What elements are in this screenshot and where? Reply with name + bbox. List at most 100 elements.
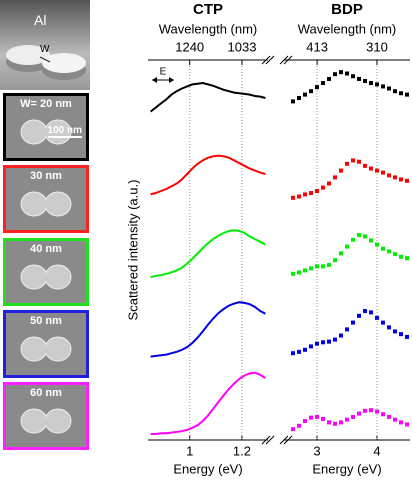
spectrum-point	[321, 81, 325, 86]
spectrum-point	[351, 237, 355, 242]
spectrum-point	[339, 168, 343, 173]
spectrum-point	[309, 415, 313, 420]
spectrum-point	[363, 79, 367, 83]
dumbbell	[20, 191, 72, 217]
dumbbell	[20, 408, 72, 434]
spectrum-point	[315, 264, 319, 269]
spectrum-point	[333, 258, 337, 263]
x2-tick-label: 1033	[228, 39, 257, 54]
spectrum-point	[303, 92, 307, 97]
spectrum-point	[291, 99, 295, 104]
image-label: 50 nm	[30, 315, 62, 327]
spectrum-point	[321, 417, 325, 421]
spectrum-point	[321, 185, 325, 190]
spectrum-point	[375, 409, 379, 414]
spectrum-point	[303, 419, 307, 424]
spectrum-line	[149, 81, 266, 113]
spectrum-point	[309, 191, 313, 196]
sem-image: 60 nm	[3, 382, 89, 450]
spectrum-point	[333, 337, 337, 342]
spectrum-point	[327, 76, 331, 81]
spectrum-point	[351, 74, 355, 79]
image-label: 40 nm	[30, 243, 62, 255]
spectrum-point	[339, 420, 343, 425]
spectrum-point	[393, 89, 397, 94]
spectrum-point	[351, 414, 355, 419]
spectrum-point	[303, 347, 307, 352]
spectrum-point	[381, 412, 385, 417]
spectrum-point	[297, 423, 301, 428]
spectrum-point	[363, 408, 367, 413]
spectrum-point	[351, 158, 355, 163]
spectrum-point	[297, 194, 301, 199]
chart-title: CTP	[193, 1, 223, 18]
spectrum-point	[375, 315, 379, 320]
spectrum-point	[357, 159, 361, 164]
spectrum-point	[309, 266, 313, 271]
image-label: W= 20 nm	[20, 98, 72, 110]
spectrum-point	[399, 332, 403, 337]
sem-image: 50 nm	[3, 310, 89, 378]
dumbbell	[20, 336, 72, 362]
spectrum-point	[405, 92, 409, 97]
x2-tick-label: 1240	[175, 39, 204, 54]
spectrum-point	[387, 86, 391, 91]
spectrum-point	[315, 414, 319, 419]
spectrum-point	[405, 256, 409, 261]
arrow-head	[152, 77, 174, 83]
render-image: Al W	[0, 0, 90, 90]
spectrum-point	[363, 163, 367, 168]
spectrum-point	[339, 251, 343, 256]
spectrum-point	[393, 252, 397, 257]
sem-image: W= 20 nm 100 nm	[3, 93, 89, 161]
spectrum-point	[399, 420, 403, 425]
spectrum-point	[345, 161, 349, 166]
spectrum-point	[357, 76, 361, 81]
spectrum-point	[345, 417, 349, 422]
x-tick-label: 4	[373, 443, 380, 458]
spectrum-point	[375, 242, 379, 247]
spectrum-point	[339, 333, 343, 338]
spectrum-point	[363, 309, 367, 314]
spectrum-point	[387, 249, 391, 254]
x2-tick-label: 310	[366, 39, 388, 54]
spectrum-point	[327, 339, 331, 344]
spectrum-point	[387, 414, 391, 419]
spectrum-point	[393, 329, 397, 334]
spectrum-point	[345, 71, 349, 76]
spectrum-point	[309, 89, 313, 94]
spectrum-point	[405, 334, 409, 339]
x-axis-label: Energy (eV)	[312, 461, 381, 476]
spectrum-point	[333, 421, 337, 426]
spectrum-point	[291, 427, 295, 432]
spectrum-point	[375, 168, 379, 173]
spectrum-point	[399, 254, 403, 259]
spectrum-point	[363, 234, 367, 239]
gap-label: W	[40, 44, 50, 55]
render-shapes	[6, 45, 86, 80]
spectrum-line	[150, 371, 266, 435]
spectrum-point	[405, 422, 409, 427]
spectrum-point	[303, 192, 307, 197]
chart-title: BDP	[331, 1, 363, 18]
x2-tick-label: 413	[306, 39, 328, 54]
spectrum-point	[405, 178, 409, 183]
spectrum-point	[369, 166, 373, 171]
spectrum-line	[150, 229, 266, 279]
sem-image: 30 nm	[3, 165, 89, 233]
spectrum-point	[321, 340, 325, 345]
spectrum-point	[375, 82, 379, 87]
spectrum-point	[357, 233, 361, 238]
spectrum-point	[381, 84, 385, 89]
dumbbell	[20, 264, 72, 290]
spectrum-point	[327, 181, 331, 186]
spectrum-point	[381, 170, 385, 175]
sem-image: 40 nm	[3, 238, 89, 306]
spectrum-line	[150, 154, 266, 196]
spectrum-point	[387, 173, 391, 178]
image-label: 30 nm	[30, 170, 62, 182]
dumbbell	[20, 119, 72, 145]
spectrum-point	[381, 246, 385, 251]
